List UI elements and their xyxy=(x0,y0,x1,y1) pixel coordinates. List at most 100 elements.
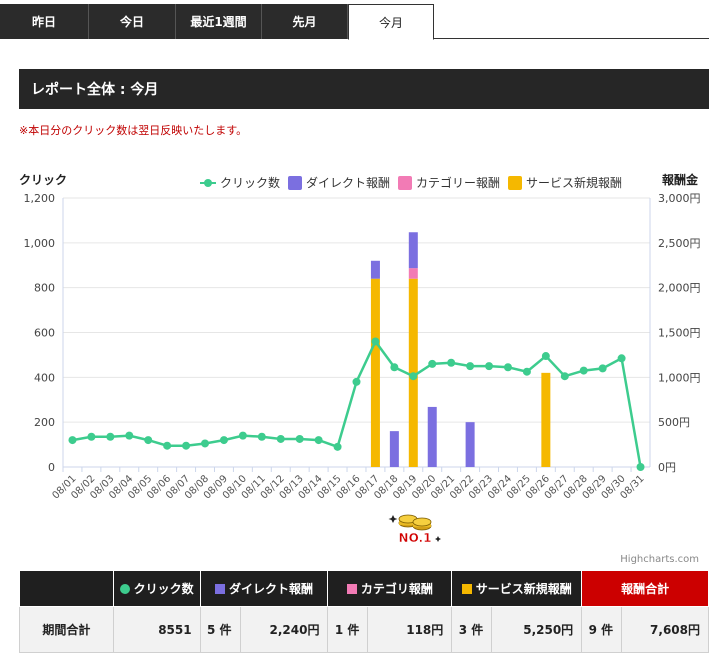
click-point xyxy=(560,372,569,381)
y-right-tick-label: 1,500円 xyxy=(658,327,701,340)
summary-category-amount: 118円 xyxy=(367,606,453,653)
legend-service[interactable]: サービス新規報酬 xyxy=(508,174,622,191)
summary-row-label: 期間合計 xyxy=(19,606,114,653)
click-point xyxy=(163,441,172,450)
summary-clicks: 8551 xyxy=(112,606,201,653)
y-right-tick-label: 1,000円 xyxy=(658,371,701,384)
bar-ダイレクト報酬 xyxy=(408,232,418,269)
click-point xyxy=(201,439,210,448)
legend-service-marker xyxy=(508,175,523,190)
legend-category-marker xyxy=(398,175,413,190)
y-left-tick-label: 400 xyxy=(34,371,55,384)
summary-header-row: クリック数 ダイレクト報酬 カテゴリ報酬 サービス新規報酬 報酬合計 xyxy=(19,570,709,607)
report-chart: クリック 報酬金 クリック数 ダイレクト報酬 カテゴリー報酬 サービス新規報酬 … xyxy=(0,160,709,570)
summary-header-service: サービス新規報酬 xyxy=(451,570,583,607)
summary-total-count: 9 件 xyxy=(581,606,623,653)
legend-clicks-marker xyxy=(200,178,216,187)
legend-clicks[interactable]: クリック数 xyxy=(200,174,280,191)
click-point xyxy=(371,337,380,346)
tab-last-month[interactable]: 先月 xyxy=(262,4,348,39)
click-point xyxy=(314,436,323,445)
click-point xyxy=(87,432,96,441)
no1-coins-icon: NO.1 xyxy=(388,514,441,545)
legend-clicks-label: クリック数 xyxy=(220,176,281,190)
legend-direct-marker xyxy=(288,175,303,190)
click-point xyxy=(295,434,304,443)
y-left-tick-label: 800 xyxy=(34,282,55,295)
click-point xyxy=(68,436,77,445)
y-right-tick-label: 500円 xyxy=(658,416,690,429)
period-tabs: 昨日 今日 最近1週間 先月 今月 xyxy=(0,0,709,40)
y-left-tick-label: 1,200 xyxy=(24,192,56,205)
bar-カテゴリー報酬 xyxy=(408,268,418,279)
click-point xyxy=(485,362,494,371)
summary-header-total: 報酬合計 xyxy=(581,570,709,607)
bar-ダイレクト報酬 xyxy=(465,422,475,467)
summary-header-clicks: クリック数 xyxy=(112,570,201,607)
click-point xyxy=(238,431,247,440)
y-right-tick-label: 2,000円 xyxy=(658,282,701,295)
bar-サービス新規報酬 xyxy=(541,372,551,467)
y-left-axis-title: クリック xyxy=(19,173,68,187)
click-point xyxy=(144,436,153,445)
legend-direct-label: ダイレクト報酬 xyxy=(306,176,391,190)
click-point xyxy=(390,363,399,372)
y-left-tick-label: 600 xyxy=(34,327,55,340)
y-right-tick-label: 3,000円 xyxy=(658,192,701,205)
bar-サービス新規報酬 xyxy=(370,278,380,467)
click-notice: ※本日分のクリック数は翌日反映いたします。 xyxy=(19,124,248,137)
click-point xyxy=(352,377,361,386)
tab-last-week[interactable]: 最近1週間 xyxy=(176,4,262,39)
summary-service-amount: 5,250円 xyxy=(491,606,583,653)
click-point xyxy=(522,367,531,376)
click-point xyxy=(257,432,266,441)
click-point xyxy=(598,364,607,373)
y-right-tick-label: 0円 xyxy=(658,461,676,474)
click-point xyxy=(106,432,115,441)
summary-header-category: カテゴリ報酬 xyxy=(327,570,453,607)
summary-service-count: 3 件 xyxy=(451,606,493,653)
click-point xyxy=(333,442,342,451)
click-point xyxy=(182,441,191,450)
click-point xyxy=(541,352,550,361)
click-point xyxy=(617,354,626,363)
summary-direct-amount: 2,240円 xyxy=(239,606,329,653)
click-point xyxy=(125,431,134,440)
summary-table: クリック数 ダイレクト報酬 カテゴリ報酬 サービス新規報酬 報酬合計 期間合計 … xyxy=(19,570,709,653)
click-point xyxy=(636,463,645,471)
chart-credits[interactable]: Highcharts.com xyxy=(620,554,699,565)
y-right-axis-title: 報酬金 xyxy=(662,173,699,187)
legend-service-label: サービス新規報酬 xyxy=(526,176,623,190)
y-left-tick-label: 200 xyxy=(34,416,55,429)
report-title: レポート全体 : 今月 xyxy=(19,69,709,109)
summary-direct-count: 5 件 xyxy=(199,606,241,653)
y-right-tick-label: 2,500円 xyxy=(658,237,701,250)
summary-header-blank xyxy=(19,570,114,607)
summary-total-row: 期間合計 8551 5 件 2,240円 1 件 118円 3 件 5,250円… xyxy=(19,606,709,653)
click-point xyxy=(447,358,456,367)
chart-legend: クリック数 ダイレクト報酬 カテゴリー報酬 サービス新規報酬 xyxy=(200,174,622,191)
summary-category-count: 1 件 xyxy=(327,606,369,653)
bar-ダイレクト報酬 xyxy=(370,260,380,279)
click-point xyxy=(428,359,437,368)
tab-this-month[interactable]: 今月 xyxy=(348,4,434,40)
legend-category[interactable]: カテゴリー報酬 xyxy=(398,174,500,191)
click-point xyxy=(579,366,588,375)
legend-direct[interactable]: ダイレクト報酬 xyxy=(288,174,390,191)
summary-total-amount: 7,608円 xyxy=(621,606,709,653)
bar-ダイレクト報酬 xyxy=(389,431,399,467)
click-point xyxy=(466,362,475,371)
tab-today[interactable]: 今日 xyxy=(89,4,176,39)
y-left-tick-label: 1,000 xyxy=(24,237,56,250)
summary-header-direct: ダイレクト報酬 xyxy=(199,570,329,607)
y-left-tick-label: 0 xyxy=(48,461,55,474)
click-point xyxy=(219,436,228,445)
badge-text: NO.1 xyxy=(399,531,432,545)
click-series-line xyxy=(72,339,642,468)
click-point xyxy=(409,372,418,381)
bar-ダイレクト報酬 xyxy=(427,406,437,467)
legend-category-label: カテゴリー報酬 xyxy=(416,176,501,190)
click-point xyxy=(503,363,512,372)
tab-yesterday[interactable]: 昨日 xyxy=(0,4,89,39)
click-point xyxy=(276,434,285,443)
